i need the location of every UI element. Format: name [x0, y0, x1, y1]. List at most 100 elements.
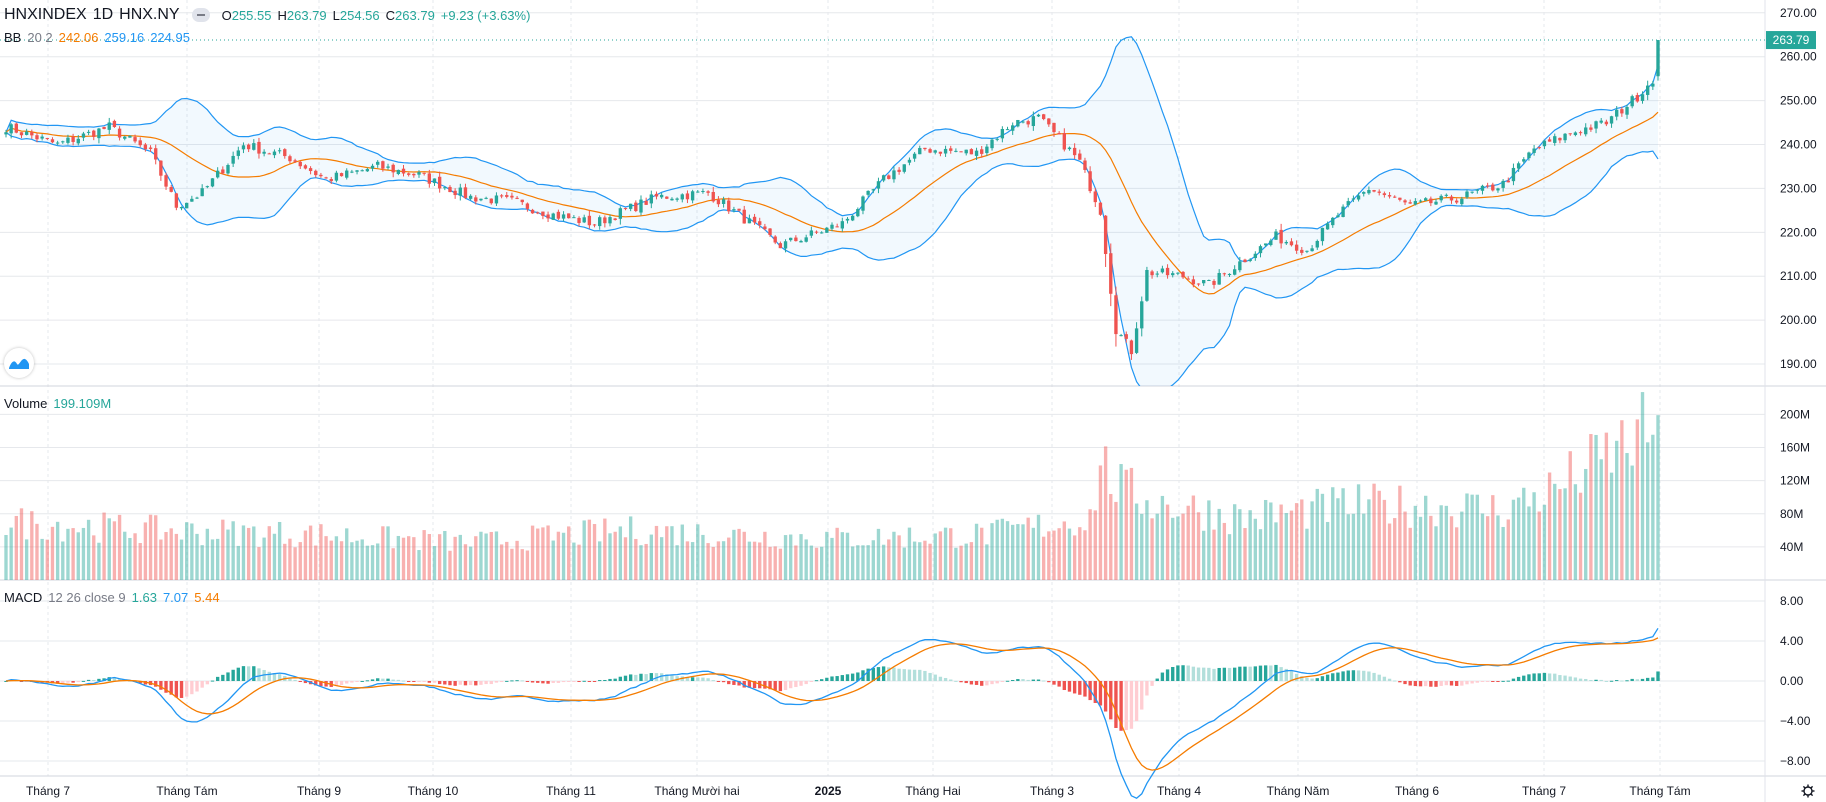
volume-bar — [825, 531, 829, 580]
interval[interactable]: 1D — [92, 6, 114, 23]
macd-histogram-bar — [959, 681, 963, 683]
macd-histogram-bar — [1325, 674, 1330, 681]
volume-bar — [943, 527, 948, 580]
candle-body — [376, 161, 380, 165]
macd-histogram-bar — [1625, 680, 1629, 682]
volume-bar — [949, 528, 953, 580]
candle-body — [670, 198, 674, 201]
volume-bar — [1258, 529, 1263, 580]
volume-bar — [1062, 521, 1066, 580]
volume-bar — [814, 547, 819, 580]
macd-histogram-bar — [515, 680, 519, 682]
volume-bar — [1212, 529, 1216, 580]
symbol-name[interactable]: HNXINDEX — [4, 6, 87, 23]
macd-histogram-bar — [1171, 666, 1175, 681]
volume-bar — [701, 534, 705, 580]
macd-histogram-bar — [928, 672, 932, 681]
candle-body — [417, 172, 421, 175]
macd-legend[interactable]: MACD 12 26 close 9 1.63 7.07 5.44 — [4, 590, 220, 605]
macd-histogram-bar — [1547, 673, 1552, 681]
time-tick-label: Tháng Năm — [1267, 784, 1330, 798]
candle-body — [1527, 152, 1531, 159]
macd-histogram-bar — [1640, 678, 1645, 681]
macd-histogram-bar — [1630, 678, 1634, 681]
candle-body — [1470, 191, 1474, 193]
candle-body — [386, 166, 390, 168]
time-tick-label: Tháng 9 — [297, 784, 341, 798]
macd-histogram-bar — [159, 681, 163, 690]
volume-bar — [1465, 493, 1469, 580]
macd-histogram-bar — [246, 666, 251, 681]
candle-body — [1589, 127, 1593, 130]
candle-body — [567, 213, 571, 219]
volume-bar — [685, 541, 690, 580]
macd-line — [5, 627, 1659, 799]
price-tick-label: 270.00 — [1780, 6, 1817, 20]
collapse-icon[interactable] — [191, 8, 210, 22]
volume-bar — [1454, 527, 1459, 580]
candle-body — [969, 149, 974, 155]
price-tick-label: 260.00 — [1780, 50, 1817, 64]
macd-histogram-bar — [272, 673, 277, 681]
volume-bar — [897, 535, 901, 580]
macd-histogram-bar — [995, 681, 999, 684]
volume-legend[interactable]: Volume 199.109M — [4, 396, 111, 411]
macd-histogram-bar — [1238, 666, 1242, 681]
candle-body — [1171, 273, 1175, 276]
macd-histogram-bar — [1279, 667, 1283, 681]
candle-body — [1026, 121, 1030, 125]
volume-bar — [1088, 509, 1092, 580]
volume-tick-label: 120M — [1780, 474, 1810, 488]
macd-histogram-bar — [654, 673, 659, 681]
macd-histogram-bar — [298, 681, 302, 682]
price-axis[interactable]: 190.00 200.00 210.00 220.00 230.00 240.00 250.… — [1780, 6, 1817, 768]
volume-bar — [4, 534, 8, 580]
volume-bar — [1341, 488, 1345, 580]
volume-tick-label: 160M — [1780, 441, 1810, 455]
volume-bar — [551, 540, 555, 580]
macd-histogram-bar — [391, 679, 395, 681]
candle-body — [427, 173, 432, 184]
candle-body — [530, 209, 535, 214]
volume-bar — [370, 545, 375, 580]
macd-histogram-bar — [288, 678, 292, 681]
candle-body — [200, 188, 204, 197]
volume-bar — [592, 524, 597, 580]
candle-body — [365, 169, 370, 172]
volume-bar — [520, 549, 524, 580]
macd-histogram-bar — [61, 681, 65, 684]
macd-histogram-bar — [406, 681, 411, 682]
candle-body — [1067, 147, 1072, 150]
tradingview-logo[interactable] — [4, 348, 34, 378]
candle-body — [856, 209, 860, 217]
candle-body — [1465, 191, 1469, 198]
bb-legend[interactable]: BB 20 2 242.06 259.16 224.95 — [4, 30, 190, 45]
volume-bar — [1207, 500, 1211, 580]
volume-bar — [267, 526, 271, 580]
candle-body — [840, 221, 845, 229]
candle-body — [293, 160, 297, 162]
macd-histogram-bar — [1047, 681, 1051, 683]
candle-body — [592, 224, 597, 226]
candle-body — [329, 179, 333, 182]
volume-bar — [1372, 483, 1376, 580]
macd-histogram-bar — [830, 676, 834, 681]
candle-body — [1191, 279, 1196, 285]
candle-body — [881, 175, 886, 181]
volume-bar — [1124, 469, 1128, 580]
volume-bar — [308, 525, 313, 580]
volume-bar — [598, 541, 602, 580]
volume-bar — [866, 545, 870, 580]
macd-histogram-bar — [980, 681, 984, 686]
candle-body — [76, 138, 80, 144]
candle-body — [1341, 206, 1345, 217]
macd-histogram-bar — [257, 668, 261, 681]
volume-bar — [494, 531, 499, 580]
settings-gear-icon[interactable] — [1801, 784, 1815, 798]
volume-bar — [819, 546, 824, 580]
time-axis[interactable]: Tháng 7 Tháng Tám Tháng 9 Tháng 10 Tháng 11 T… — [26, 784, 1815, 798]
candle-body — [499, 195, 504, 197]
macd-histogram-bar — [505, 680, 509, 682]
volume-bar — [102, 512, 106, 580]
